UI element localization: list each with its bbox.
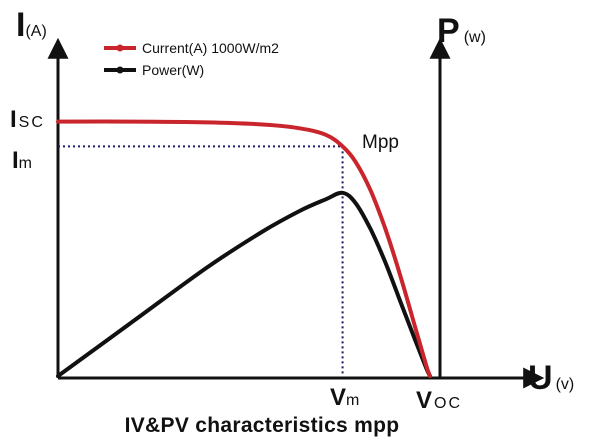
mpp-annotation: Mpp xyxy=(362,132,399,153)
voltage-axis-label: U (v) xyxy=(528,359,574,397)
current-curve xyxy=(56,119,432,378)
isc-tick-label: I SC xyxy=(10,106,45,133)
legend-marker-power xyxy=(116,66,124,74)
power-curve xyxy=(56,190,432,378)
legend-label-power: Power(W) xyxy=(142,62,204,78)
vm-tick-label: Vm xyxy=(330,384,359,411)
chart-title: IV&PV characteristics mpp xyxy=(125,414,400,437)
current-axis-label: I(A) xyxy=(16,6,47,44)
legend: Current(A) 1000W/m2 Power(W) xyxy=(104,40,279,78)
legend-marker-current xyxy=(116,44,124,52)
voc-tick-label: V OC xyxy=(416,387,462,414)
im-tick-label: Im xyxy=(12,147,32,174)
legend-label-current: Current(A) 1000W/m2 xyxy=(142,40,279,56)
power-axis-label: P (w) xyxy=(437,12,486,50)
